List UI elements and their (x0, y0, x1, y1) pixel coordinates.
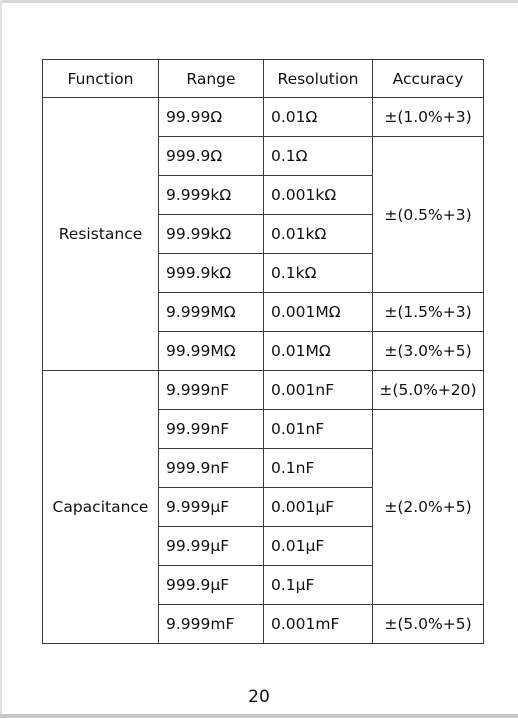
range-cell: 9.999μF (158, 487, 264, 527)
range-cell: 99.99MΩ (158, 331, 264, 371)
table-row: 99.99nF 0.01nF ±(2.0%+5) (43, 409, 484, 605)
range-cell: 9.999MΩ (158, 292, 264, 332)
table-row: 999.9kΩ 0.1kΩ (43, 253, 484, 293)
table-row: 99.99μF 0.01μF (43, 526, 484, 566)
page-edge-top (0, 0, 518, 3)
resolution-cell: 0.01Ω (263, 97, 373, 137)
table-row: 99.99MΩ 0.01MΩ ±(3.0%+5) (43, 331, 484, 371)
resolution-cell: 0.01nF (263, 409, 373, 449)
accuracy-cell: ±(1.5%+3) (372, 292, 484, 332)
specifications-table: Function Range Resolution Accuracy Resis… (42, 59, 484, 644)
range-cell: 99.99Ω (158, 97, 264, 137)
table-row: 999.9Ω 0.1Ω ±(0.5%+3) (43, 136, 484, 293)
accuracy-cell: ±(5.0%+20) (372, 370, 484, 410)
resolution-cell: 0.001nF (263, 370, 373, 410)
resolution-cell: 0.01kΩ (263, 214, 373, 254)
resolution-cell: 0.01μF (263, 526, 373, 566)
resolution-cell: 0.1μF (263, 565, 373, 605)
table-row: 99.99kΩ 0.01kΩ (43, 214, 484, 254)
range-cell: 9.999kΩ (158, 175, 264, 215)
range-cell: 99.99μF (158, 526, 264, 566)
table-row: Capacitance 9.999nF 0.001nF ±(5.0%+20) (42, 370, 484, 644)
resolution-cell: 0.1kΩ (263, 253, 373, 293)
resolution-cell: 0.001μF (263, 487, 373, 527)
accuracy-cell: ±(0.5%+3) (372, 136, 484, 293)
function-resistance: Resistance (42, 97, 159, 371)
table-row: 999.9μF 0.1μF (43, 565, 484, 605)
range-cell: 999.9μF (158, 565, 264, 605)
range-cell: 999.9Ω (158, 136, 264, 176)
function-capacitance: Capacitance (42, 370, 159, 644)
table-header-row: Function Range Resolution Accuracy (42, 59, 484, 98)
resolution-cell: 0.001mF (263, 604, 373, 644)
range-cell: 9.999mF (158, 604, 264, 644)
table-row: 9.999MΩ 0.001MΩ ±(1.5%+3) (43, 292, 484, 332)
resolution-cell: 0.001kΩ (263, 175, 373, 215)
header-accuracy: Accuracy (372, 59, 484, 98)
accuracy-cell: ±(5.0%+5) (372, 604, 484, 644)
table-row: Resistance 99.99Ω 0.01Ω ±(1.0%+3) (42, 97, 484, 371)
header-resolution: Resolution (263, 59, 373, 98)
table-row: 9.999mF 0.001mF ±(5.0%+5) (43, 604, 484, 644)
range-cell: 99.99kΩ (158, 214, 264, 254)
table-row: 999.9nF 0.1nF (43, 448, 484, 488)
range-cell: 9.999nF (158, 370, 264, 410)
resolution-cell: 0.1Ω (263, 136, 373, 176)
range-cell: 99.99nF (158, 409, 264, 449)
accuracy-cell: ±(1.0%+3) (372, 97, 484, 137)
table-row: 9.999μF 0.001μF (43, 487, 484, 527)
resolution-cell: 0.1nF (263, 448, 373, 488)
page-edge-left (0, 0, 2, 718)
page-number: 20 (248, 687, 270, 707)
resolution-cell: 0.01MΩ (263, 331, 373, 371)
header-range: Range (158, 59, 264, 98)
range-cell: 999.9kΩ (158, 253, 264, 293)
resolution-cell: 0.001MΩ (263, 292, 373, 332)
range-cell: 999.9nF (158, 448, 264, 488)
accuracy-cell: ±(2.0%+5) (372, 409, 484, 605)
table-row: 9.999kΩ 0.001kΩ (43, 175, 484, 215)
accuracy-cell: ±(3.0%+5) (372, 331, 484, 371)
header-function: Function (42, 59, 159, 98)
page-edge-bottom (0, 714, 518, 718)
